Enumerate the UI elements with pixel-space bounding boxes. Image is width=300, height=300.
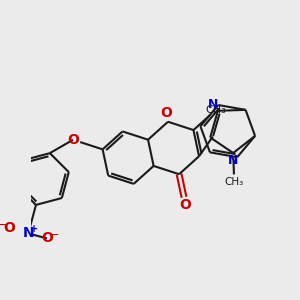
Text: CH₃: CH₃ — [206, 105, 226, 115]
Text: CH₃: CH₃ — [225, 177, 244, 187]
Text: O: O — [180, 198, 191, 212]
Text: O: O — [160, 106, 172, 120]
Text: −: − — [0, 219, 8, 232]
Text: N: N — [208, 98, 218, 111]
Text: O: O — [67, 133, 79, 147]
Text: N: N — [228, 154, 239, 167]
Text: O: O — [4, 221, 16, 236]
Text: N: N — [22, 226, 34, 240]
Text: +: + — [30, 224, 38, 234]
Text: O: O — [41, 231, 53, 245]
Text: −: − — [48, 229, 59, 242]
